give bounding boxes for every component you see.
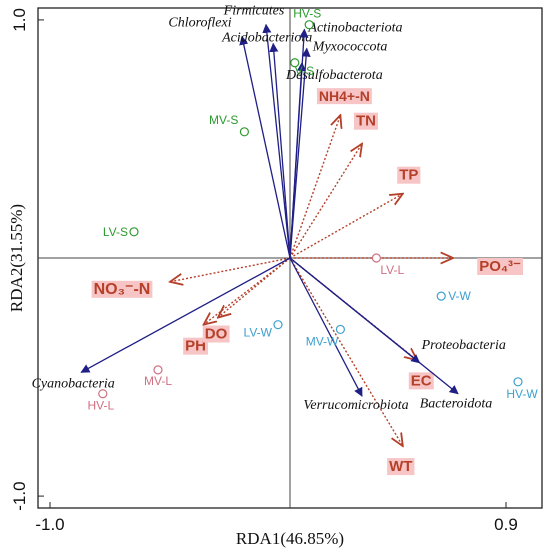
site-label-lv-s: LV-S: [103, 225, 128, 239]
species-label-myxococcota: Myxococcota: [312, 39, 388, 54]
env-label-bg: [91, 280, 153, 298]
site-point-lv-w: [273, 320, 283, 330]
env-label-tn: TN: [356, 113, 376, 130]
env-arrow-tn: [289, 144, 362, 259]
species-arrow-myxococcota: [289, 47, 311, 259]
y-axis-label: RDA2(31.55%): [7, 204, 26, 312]
env-label-bg: [316, 88, 372, 105]
species-arrow-chloroflexi: [239, 35, 291, 259]
species-arrow-acidobacteriota: [269, 42, 291, 259]
site-label-mv-w: MV-W: [306, 334, 339, 348]
env-label-ph: PH: [185, 338, 206, 355]
env-label-bg: [202, 325, 230, 343]
env-arrow-wt: [289, 257, 403, 446]
env-label-nh4-n: NH4+-N: [319, 88, 370, 104]
species-label-actinobacteriota: Actinobacteriota: [307, 20, 402, 35]
species-label-desulfobacterota: Desulfobacterota: [285, 68, 383, 83]
species-label-chloroflexi: Chloroflexi: [168, 16, 231, 31]
site-point-lv-l: [371, 253, 381, 263]
env-arrow-no-n: [170, 257, 291, 282]
site-point-hv-w: [513, 377, 523, 387]
site-point-mv-s: [239, 127, 249, 137]
species-label-bacteroidota: Bacteroidota: [420, 397, 493, 412]
site-label-v-s: V-S: [295, 64, 314, 78]
y-tick-label: 1.0: [10, 8, 29, 32]
site-point-v-s: [290, 58, 300, 68]
site-point-hv-l: [98, 389, 108, 399]
env-label-po: PO₄³⁻: [479, 258, 521, 275]
env-label-bg: [387, 458, 415, 476]
site-point-lv-s: [129, 227, 139, 237]
env-label-bg: [477, 258, 524, 275]
env-label-bg: [183, 337, 209, 355]
species-label-cyanobacteria: Cyanobacteria: [32, 376, 115, 391]
x-axis-label: RDA1(46.85%): [236, 529, 344, 548]
species-label-proteobacteria: Proteobacteria: [421, 338, 506, 353]
site-label-mv-s: MV-S: [209, 113, 238, 127]
env-arrow-do: [218, 257, 291, 318]
species-arrow-desulfobacterota: [289, 61, 307, 259]
env-label-bg: [397, 166, 421, 184]
species-arrow-bacteroidota: [289, 257, 459, 395]
x-tick-label: -1.0: [35, 515, 64, 534]
env-label-no-n: NO₃⁻-N: [94, 281, 151, 298]
site-label-hv-s: HV-S: [293, 7, 321, 21]
site-label-hv-w: HV-W: [506, 387, 538, 401]
species-label-acidobacteriota: Acidobacteriota: [221, 31, 312, 46]
species-label-firmicutes: Firmicutes: [223, 4, 285, 19]
env-label-wt: WT: [389, 458, 412, 475]
env-arrow-tp: [289, 194, 403, 259]
env-label-do: DO: [205, 326, 228, 343]
site-label-v-w: V-W: [448, 289, 471, 303]
env-label-tp: TP: [399, 167, 418, 184]
species-arrow-verrucomicrobiota: [289, 257, 363, 397]
site-point-mv-l: [153, 365, 163, 375]
y-tick-label: -1.0: [10, 481, 29, 510]
site-point-hv-s: [304, 20, 314, 30]
site-label-lv-w: LV-W: [244, 326, 273, 340]
env-arrow-nh4-n: [289, 115, 340, 259]
env-label-bg: [354, 112, 378, 130]
env-label-bg: [408, 372, 434, 390]
site-point-v-w: [436, 291, 446, 301]
env-label-ec: EC: [411, 372, 432, 389]
species-label-verrucomicrobiota: Verrucomicrobiota: [303, 398, 408, 413]
site-label-hv-l: HV-L: [87, 399, 114, 413]
x-tick-label: 0.9: [494, 515, 518, 534]
species-arrow-cyanobacteria: [80, 257, 291, 373]
site-point-mv-w: [335, 324, 345, 335]
species-arrow-firmicutes: [262, 23, 291, 259]
site-label-lv-l: LV-L: [380, 263, 404, 277]
site-label-mv-l: MV-L: [144, 374, 172, 388]
